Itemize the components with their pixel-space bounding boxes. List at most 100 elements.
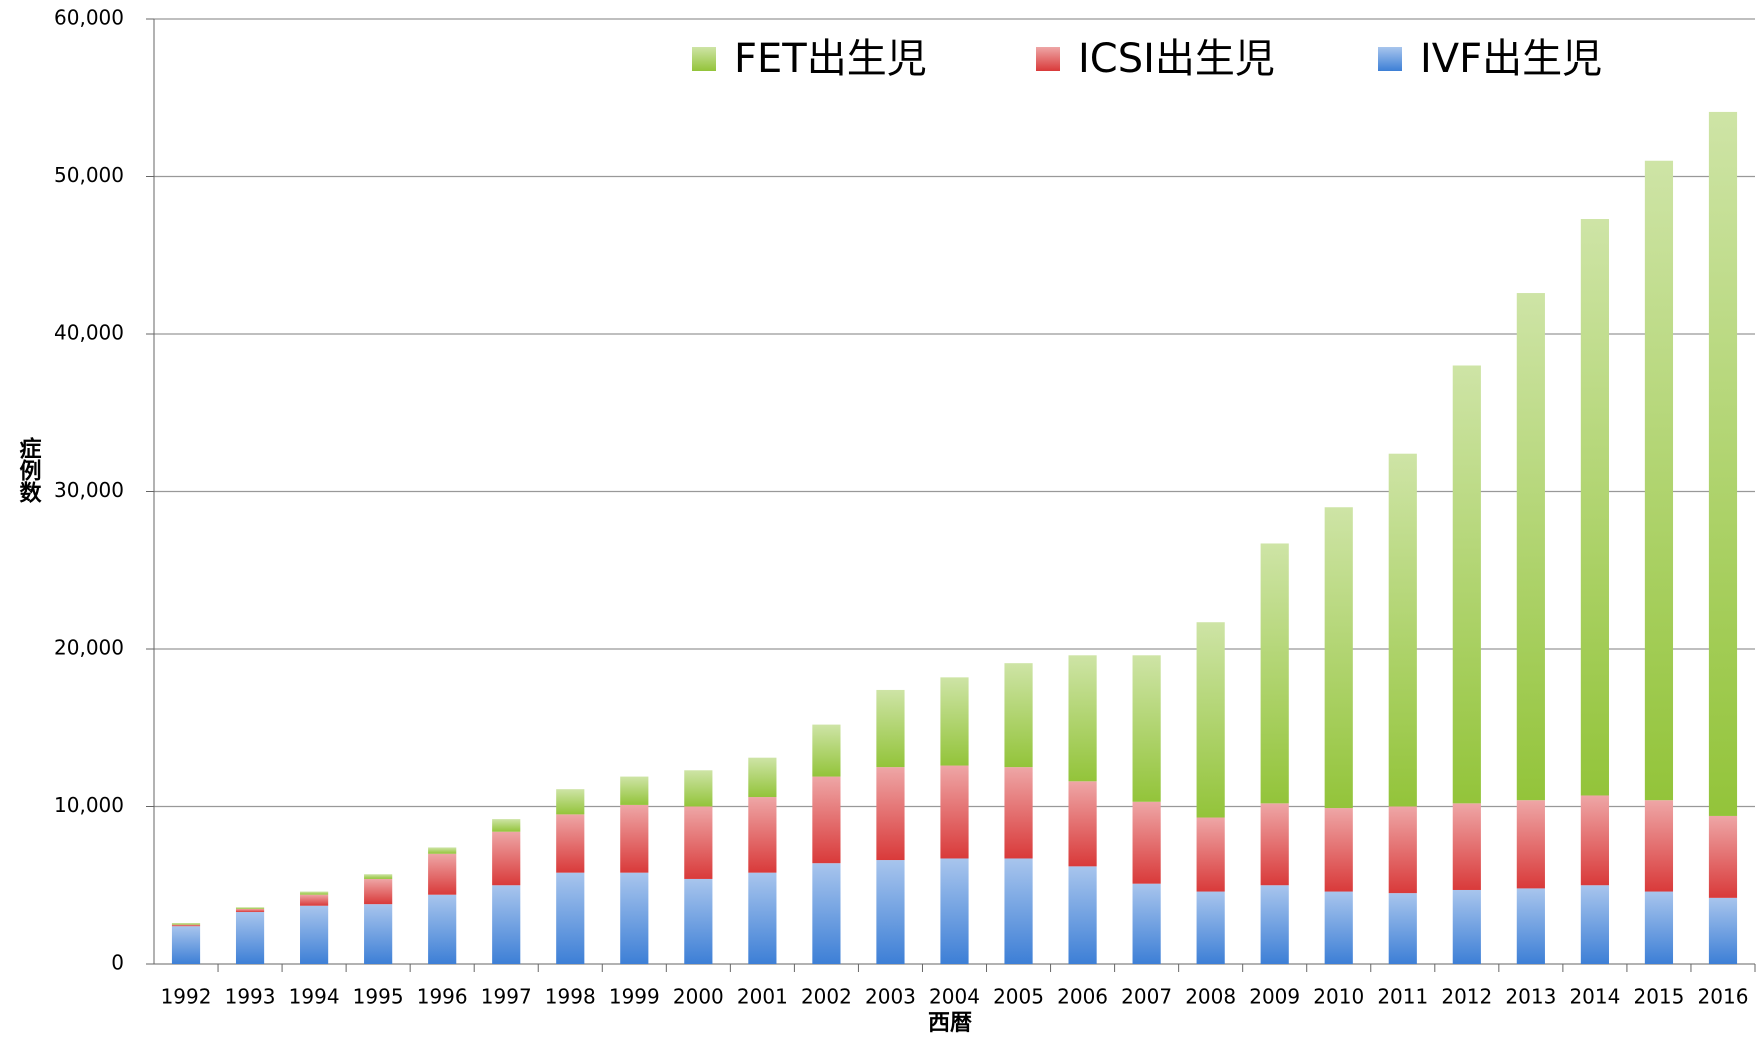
x-tick-label: 1999 xyxy=(609,985,660,1009)
bar-segment xyxy=(492,819,521,832)
bar-segment xyxy=(235,912,265,964)
bar-segment xyxy=(1196,622,1225,818)
x-tick-label: 2014 xyxy=(1569,985,1620,1009)
x-tick-label: 2015 xyxy=(1633,985,1684,1009)
bar-segment xyxy=(1516,800,1545,889)
y-tick-label: 50,000 xyxy=(54,163,124,187)
y-tick-label: 30,000 xyxy=(54,478,124,502)
bar-segment xyxy=(1324,808,1353,892)
x-tick-label: 2010 xyxy=(1313,985,1364,1009)
x-tick-label: 2016 xyxy=(1698,985,1749,1009)
bar-segment xyxy=(1516,293,1545,801)
legend-swatch xyxy=(1378,47,1402,71)
bar-segment xyxy=(1004,767,1033,859)
x-tick-label: 1994 xyxy=(289,985,340,1009)
bar-segment xyxy=(171,926,201,964)
bar-segment xyxy=(684,878,713,964)
bar-segment xyxy=(171,924,201,927)
bar-segment xyxy=(1580,885,1609,964)
bar-segment xyxy=(620,776,649,805)
x-tick-label: 2007 xyxy=(1121,985,1172,1009)
bar-segment xyxy=(1068,655,1097,782)
bar-segment xyxy=(812,863,841,964)
bar-segment xyxy=(1196,891,1225,964)
bar-segment xyxy=(235,907,265,909)
bar-segment xyxy=(1260,885,1289,964)
bar-segment xyxy=(1196,817,1225,892)
x-tick-label: 2000 xyxy=(673,985,724,1009)
x-tick-label: 2009 xyxy=(1249,985,1300,1009)
bar-segment xyxy=(1004,663,1033,768)
bar-segment xyxy=(1644,891,1674,964)
bar-segment xyxy=(1068,866,1097,964)
bar-segment xyxy=(556,789,585,815)
y-tick-label: 40,000 xyxy=(54,321,124,345)
bar-segment xyxy=(428,853,457,895)
legend-label: IVF出生児 xyxy=(1420,36,1602,82)
y-tick-label: 10,000 xyxy=(54,793,124,817)
legend-swatch xyxy=(692,47,716,71)
bar-segment xyxy=(1324,891,1353,964)
x-axis-title: 西暦 xyxy=(928,1011,972,1036)
bar-segment xyxy=(1452,365,1481,804)
bar-segment xyxy=(556,814,585,873)
bar-segment xyxy=(300,905,329,964)
bar-segment xyxy=(748,797,777,873)
bar-segment xyxy=(748,757,777,798)
bar-segment xyxy=(492,831,521,886)
bar-segment xyxy=(1708,897,1738,964)
x-tick-label: 2013 xyxy=(1505,985,1556,1009)
x-tick-label: 2012 xyxy=(1441,985,1492,1009)
bar-segment xyxy=(940,765,969,859)
bar-segment xyxy=(556,872,585,964)
bar-segment xyxy=(1708,815,1738,898)
bar-segment xyxy=(1004,858,1033,964)
x-tick-label: 2004 xyxy=(929,985,980,1009)
bar-segment xyxy=(1644,800,1674,892)
bar-segment xyxy=(940,858,969,964)
legend-label: FET出生児 xyxy=(734,36,927,82)
x-tick-label: 1993 xyxy=(225,985,276,1009)
legend-label: ICSI出生児 xyxy=(1078,36,1275,82)
x-tick-label: 2001 xyxy=(737,985,788,1009)
x-tick-label: 1996 xyxy=(417,985,468,1009)
bar-segment xyxy=(620,804,649,873)
bar-segment xyxy=(1324,507,1353,809)
x-tick-label: 2011 xyxy=(1377,985,1428,1009)
bar-segment xyxy=(171,923,201,925)
x-tick-label: 1992 xyxy=(161,985,212,1009)
bar-segment xyxy=(876,767,905,861)
y-axis-title: 症例数 xyxy=(16,436,42,504)
bar-segment xyxy=(300,891,329,895)
bar-segment xyxy=(1644,160,1674,801)
bar-segment xyxy=(300,894,329,906)
bar-segment xyxy=(684,806,713,879)
bar-segment xyxy=(1388,806,1417,894)
bar-segment xyxy=(1516,888,1545,964)
bar-segment xyxy=(684,770,713,807)
bar-segment xyxy=(748,872,777,964)
x-tick-label: 1995 xyxy=(353,985,404,1009)
bar-segment xyxy=(1452,803,1481,890)
bar-segment xyxy=(364,878,393,905)
x-tick-label: 1998 xyxy=(545,985,596,1009)
x-tick-label: 2005 xyxy=(993,985,1044,1009)
bar-segment xyxy=(1452,889,1481,964)
bar-segment xyxy=(1580,219,1609,796)
bar-segment xyxy=(1132,801,1161,884)
bar-segment xyxy=(1388,453,1417,807)
x-tick-label: 2008 xyxy=(1185,985,1236,1009)
bar-segment xyxy=(1388,893,1417,964)
bar-segment xyxy=(364,874,393,879)
x-tick-label: 2002 xyxy=(801,985,852,1009)
x-tick-label: 1997 xyxy=(481,985,532,1009)
y-tick-label: 20,000 xyxy=(54,636,124,660)
bar-segment xyxy=(876,860,905,964)
bar-segment xyxy=(876,689,905,768)
y-tick-label: 60,000 xyxy=(54,6,124,30)
bar-segment xyxy=(812,776,841,864)
x-tick-label: 2003 xyxy=(865,985,916,1009)
y-tick-label: 0 xyxy=(111,951,124,975)
bar-segment xyxy=(1708,111,1738,816)
